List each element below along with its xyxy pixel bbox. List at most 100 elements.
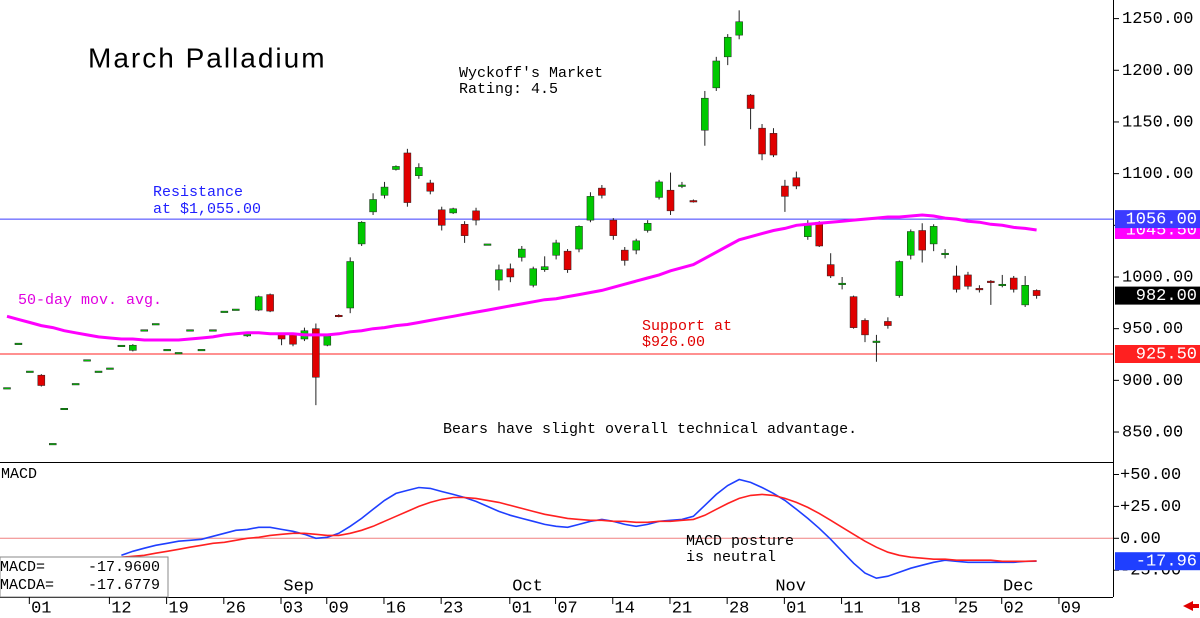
x-tick-label: 16 xyxy=(386,599,406,618)
x-tick-label: 19 xyxy=(168,599,188,618)
y-tick-label: 1100.00 xyxy=(1122,165,1193,184)
panel-title: MACD xyxy=(1,466,37,483)
readout-name: MACD= xyxy=(0,559,45,576)
x-tick-label: 07 xyxy=(557,599,577,618)
candle-body xyxy=(357,221,366,245)
annotation: 50-day mov. avg. xyxy=(18,292,162,309)
x-tick-label: 18 xyxy=(901,599,921,618)
plot-area xyxy=(0,10,1113,580)
readout-value: -17.6779 xyxy=(88,577,160,594)
rating-text: Wyckoff's Market xyxy=(459,65,603,82)
candle-body xyxy=(335,314,343,317)
value-box xyxy=(1115,210,1200,229)
macd-line xyxy=(121,493,1037,563)
x-tick-label: 25 xyxy=(958,599,978,618)
candle-body xyxy=(907,231,915,256)
candle-body xyxy=(37,374,46,386)
candle-body xyxy=(506,268,515,278)
candle-body xyxy=(678,184,686,187)
value-box-label: -17.96 xyxy=(1136,553,1197,572)
candle-body xyxy=(254,296,263,311)
candle-body xyxy=(3,387,11,390)
candle-body xyxy=(163,349,171,352)
chart-title: March Palladium xyxy=(88,42,327,73)
candle-body xyxy=(666,189,675,212)
x-tick-label: 09 xyxy=(329,599,349,618)
candle-body xyxy=(575,226,583,250)
candle-body xyxy=(26,370,34,373)
candle-body xyxy=(804,224,812,237)
x-tick-label: 03 xyxy=(283,599,303,618)
y-tick-label: +50.00 xyxy=(1120,466,1181,485)
readout-name: MACDA= xyxy=(0,577,54,594)
y-tick-label: 1250.00 xyxy=(1122,10,1193,29)
candle-body xyxy=(964,274,972,287)
y-tick-label: 1150.00 xyxy=(1122,113,1193,132)
candle-body xyxy=(941,252,949,255)
month-label: Sep xyxy=(283,577,314,596)
candle-body xyxy=(403,152,412,203)
overlay: 1250.001200.001150.001100.001050.001000.… xyxy=(0,10,1200,618)
value-box-label: 1056.00 xyxy=(1126,211,1197,230)
moving-average xyxy=(6,213,1037,342)
candle-body xyxy=(563,250,572,271)
candle-body xyxy=(552,242,560,256)
candle-body xyxy=(1009,277,1018,290)
candle-body xyxy=(723,36,732,58)
candle-body xyxy=(449,208,457,214)
y-tick-label: 900.00 xyxy=(1122,372,1183,391)
x-tick-label: 26 xyxy=(226,599,246,618)
value-box-label: 982.00 xyxy=(1136,287,1197,306)
candle-body xyxy=(849,296,858,328)
annotation: at $1,055.00 xyxy=(153,201,261,218)
x-tick-label: 23 xyxy=(443,599,463,618)
candle-body xyxy=(197,349,206,352)
candle-body xyxy=(586,196,595,221)
candle-body xyxy=(415,167,423,176)
candle-body xyxy=(632,240,640,251)
candle-body xyxy=(346,261,354,309)
candle-body xyxy=(735,21,743,36)
y-tick-label: 1000.00 xyxy=(1122,268,1193,287)
candle-body xyxy=(540,266,549,271)
x-tick-label: 28 xyxy=(729,599,749,618)
annotation: Bears have slight overall technical adva… xyxy=(443,421,857,438)
candle-body xyxy=(83,359,91,362)
readout-value: -17.9600 xyxy=(88,559,160,576)
candle-body xyxy=(289,334,297,345)
candle-body xyxy=(701,97,709,131)
candle-body xyxy=(483,243,492,246)
candle-body xyxy=(392,166,400,170)
month-label: Dec xyxy=(1003,577,1034,596)
candle-body xyxy=(598,187,606,196)
annotation: Support at xyxy=(642,318,732,335)
candle-body xyxy=(872,340,881,343)
candle-body xyxy=(918,230,926,251)
candle-body xyxy=(758,127,766,155)
scroll-arrow[interactable] xyxy=(1183,601,1199,611)
value-box xyxy=(1115,552,1200,571)
x-tick-label: 12 xyxy=(111,599,131,618)
candle-body xyxy=(380,186,389,196)
candle-body xyxy=(312,328,320,378)
candle-body xyxy=(895,261,904,296)
x-tick-label: 01 xyxy=(31,599,51,618)
candle-body xyxy=(495,269,503,281)
candle-body xyxy=(460,224,469,236)
candle-body xyxy=(518,248,526,258)
candle-body xyxy=(174,352,183,355)
annotation: $926.00 xyxy=(642,334,705,351)
month-label: Nov xyxy=(775,577,806,596)
candle-body xyxy=(815,221,823,247)
candle-body xyxy=(1021,285,1029,306)
value-box xyxy=(1115,344,1200,363)
candle-body xyxy=(186,329,194,332)
candle-body xyxy=(998,283,1007,286)
x-tick-label: 02 xyxy=(1004,599,1024,618)
candle-body xyxy=(266,294,274,312)
candle-body xyxy=(838,282,846,285)
x-tick-label: 01 xyxy=(786,599,806,618)
candle-body xyxy=(826,264,835,277)
candle-body xyxy=(49,443,57,446)
